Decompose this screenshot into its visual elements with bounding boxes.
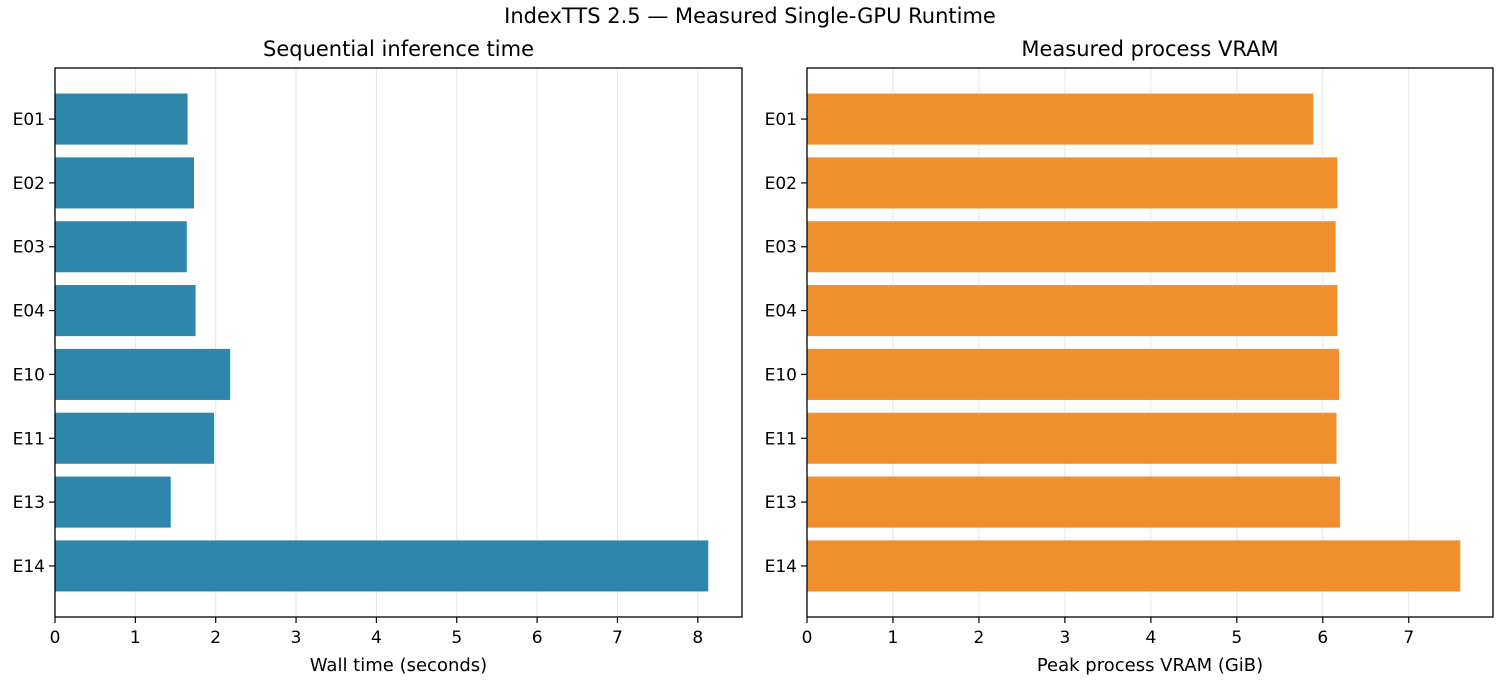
- inference-time-category-label: E01: [13, 110, 45, 130]
- inference-time-x-tick-label: 1: [130, 628, 141, 648]
- vram-title: Measured process VRAM: [1021, 37, 1278, 61]
- vram-x-tick-label: 6: [1317, 628, 1328, 648]
- vram-panel: Measured process VRAM E01 E02 E03 E04 E10 E11…: [765, 37, 1494, 676]
- inference-time-x-tick-label: 2: [210, 628, 221, 648]
- inference-time-bar-e14: [55, 540, 709, 592]
- inference-time-x-label: Wall time (seconds): [310, 655, 487, 676]
- vram-category-label: E03: [765, 238, 797, 258]
- inference-time-y-axis: E01 E02 E03 E04 E10 E11 E13 E14: [13, 110, 55, 577]
- inference-time-x-tick-label: 5: [451, 628, 462, 648]
- inference-time-bar-e13: [55, 476, 171, 528]
- inference-time-bar-e03: [55, 221, 187, 273]
- vram-x-tick-label: 7: [1403, 628, 1414, 648]
- inference-time-bar-e10: [55, 348, 231, 400]
- vram-x-tick-label: 3: [1059, 628, 1070, 648]
- inference-time-x-tick-label: 8: [692, 628, 703, 648]
- inference-time-x-tick-label: 4: [371, 628, 382, 648]
- inference-time-x-tick-label: 6: [532, 628, 543, 648]
- inference-time-category-label: E04: [13, 302, 45, 322]
- inference-time-bar-e11: [55, 412, 215, 464]
- inference-time-category-label: E13: [13, 493, 45, 513]
- vram-x-axis: 0 1 2 3 4 5 6 7: [802, 617, 1414, 648]
- inference-time-grid: [54, 68, 699, 617]
- vram-category-label: E02: [765, 174, 797, 194]
- inference-time-category-label: E03: [13, 238, 45, 258]
- vram-bar-e02: [807, 157, 1338, 209]
- vram-category-label: E14: [765, 557, 797, 577]
- vram-category-label: E10: [765, 365, 797, 385]
- vram-bar-e03: [807, 221, 1336, 273]
- vram-x-label: Peak process VRAM (GiB): [1037, 655, 1263, 676]
- vram-y-axis: E01 E02 E03 E04 E10 E11 E13 E14: [765, 110, 807, 577]
- vram-x-tick-label: 0: [802, 628, 813, 648]
- vram-category-label: E04: [765, 302, 797, 322]
- vram-grid: [806, 68, 1410, 617]
- inference-time-bar-e02: [55, 157, 195, 209]
- vram-bar-e04: [807, 285, 1338, 337]
- vram-bars: [807, 93, 1461, 592]
- inference-time-category-label: E11: [13, 429, 45, 449]
- vram-bar-e11: [807, 412, 1337, 464]
- figure-title: IndexTTS 2.5 — Measured Single-GPU Runti…: [504, 4, 996, 28]
- inference-time-category-label: E02: [13, 174, 45, 194]
- vram-x-tick-label: 2: [974, 628, 985, 648]
- vram-x-tick-label: 4: [1145, 628, 1156, 648]
- inference-time-x-tick-label: 0: [50, 628, 61, 648]
- inference-time-bar-e01: [55, 93, 188, 145]
- inference-time-x-axis: 0 1 2 3 4 5 6 7 8: [50, 617, 703, 648]
- vram-bar-e10: [807, 348, 1340, 400]
- vram-category-label: E01: [765, 110, 797, 130]
- inference-time-category-label: E10: [13, 365, 45, 385]
- inference-time-title: Sequential inference time: [263, 37, 534, 61]
- vram-category-label: E11: [765, 429, 797, 449]
- inference-time-bar-e04: [55, 285, 196, 337]
- inference-time-category-label: E14: [13, 557, 45, 577]
- vram-x-tick-label: 5: [1231, 628, 1242, 648]
- inference-time-panel: Sequential inference time E01 E02 E03 E04 E1…: [13, 37, 743, 676]
- inference-time-x-tick-label: 3: [291, 628, 302, 648]
- vram-bar-e13: [807, 476, 1340, 528]
- vram-bar-e14: [807, 540, 1461, 592]
- vram-bar-e01: [807, 93, 1314, 145]
- inference-time-plot-frame: [54, 67, 743, 618]
- inference-time-x-tick-label: 7: [612, 628, 623, 648]
- vram-x-tick-label: 1: [888, 628, 899, 648]
- inference-time-bars: [55, 93, 709, 592]
- vram-plot-frame: [806, 67, 1494, 618]
- vram-category-label: E13: [765, 493, 797, 513]
